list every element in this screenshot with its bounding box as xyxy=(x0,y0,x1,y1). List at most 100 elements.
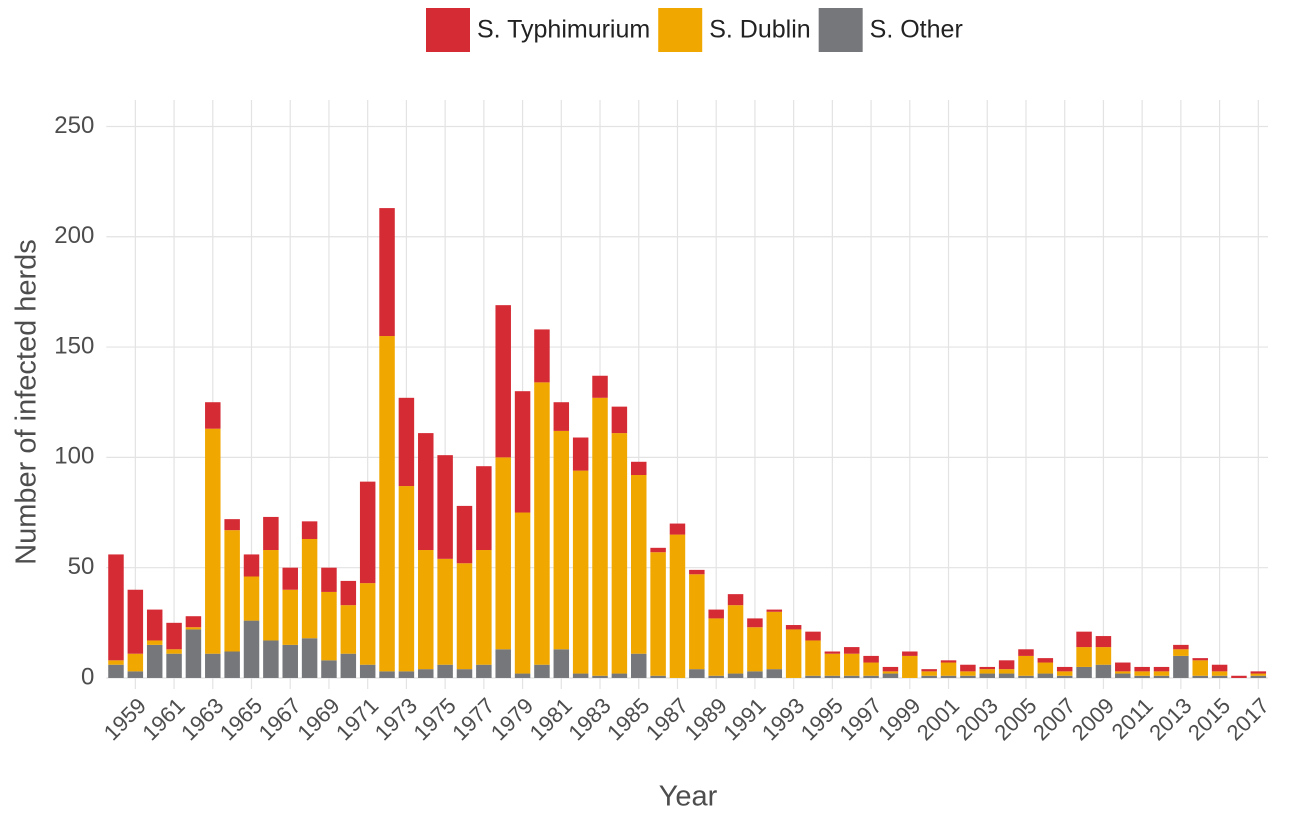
x-tick-label: 2003 xyxy=(951,693,1003,745)
x-tick-label: 2001 xyxy=(912,693,964,745)
x-tick-label: 2005 xyxy=(989,693,1041,745)
x-tick-label: 2011 xyxy=(1107,693,1158,744)
bar-segment xyxy=(205,428,221,654)
bar-segment xyxy=(553,649,570,678)
bar-segment xyxy=(785,629,802,678)
bar-segment xyxy=(359,583,376,665)
bar-segment xyxy=(1115,671,1131,674)
y-axis-title: Number of infected herds xyxy=(11,239,43,565)
bar-segment xyxy=(843,675,860,678)
bar-segment xyxy=(127,589,144,654)
x-tick-label: 1981 xyxy=(525,693,577,745)
bar-segment xyxy=(708,618,724,676)
bar-segment xyxy=(495,305,511,458)
bar-segment xyxy=(1211,664,1228,672)
x-tick-label: 1979 xyxy=(486,693,538,745)
bar-segment xyxy=(146,609,163,641)
legend-swatch xyxy=(818,8,863,52)
bar-segment xyxy=(1173,655,1189,678)
bar-segment xyxy=(127,671,144,678)
bar-segment xyxy=(301,521,318,539)
x-tick-label: 1965 xyxy=(215,693,267,745)
bar-segment xyxy=(379,336,395,672)
bar-segment xyxy=(998,660,1015,670)
x-tick-label: 1977 xyxy=(447,693,499,745)
bar-segment xyxy=(1134,675,1150,678)
bar-segment xyxy=(456,669,473,678)
bar-segment xyxy=(572,470,589,674)
bar-segment xyxy=(921,669,937,672)
bar-segment xyxy=(1153,671,1170,676)
bar-segment xyxy=(340,605,357,654)
bar-segment xyxy=(689,574,705,670)
bar-segment xyxy=(611,433,628,674)
bar-segment xyxy=(882,673,899,678)
bar-segment xyxy=(1192,675,1208,678)
bar-segment xyxy=(921,671,937,676)
bar-segment xyxy=(669,534,686,678)
bar-segment xyxy=(650,552,666,676)
bar-segment xyxy=(805,640,821,676)
bar-segment xyxy=(747,671,763,678)
x-tick-label: 1961 xyxy=(137,693,189,745)
bar-segment xyxy=(1211,675,1228,678)
x-tick-label: 1991 xyxy=(718,693,770,745)
bar-segment xyxy=(1250,675,1267,678)
bar-segment xyxy=(766,609,783,612)
bar-segment xyxy=(921,675,937,678)
bar-segment xyxy=(534,664,550,678)
bar-segment xyxy=(1173,649,1189,656)
bar-segment xyxy=(766,611,783,670)
bar-segment xyxy=(979,673,996,678)
x-tick-label: 1983 xyxy=(563,693,615,745)
bar-segment xyxy=(979,666,996,670)
x-tick-label: 1999 xyxy=(873,693,925,745)
bar-segment xyxy=(108,660,124,665)
bar-segment xyxy=(747,618,763,628)
bar-segment xyxy=(1134,666,1150,672)
bar-segment xyxy=(224,519,240,531)
x-tick-label: 1971 xyxy=(331,693,383,745)
x-tick-label: 1973 xyxy=(370,693,422,745)
bar-segment xyxy=(1037,673,1054,678)
bar-segment xyxy=(437,558,453,665)
bar-segment xyxy=(398,397,415,487)
bar-segment xyxy=(1018,649,1034,656)
x-axis-title: Year xyxy=(659,781,718,813)
bar-segment xyxy=(940,675,957,678)
bar-segment xyxy=(1095,636,1112,648)
bar-segment xyxy=(669,523,686,535)
bar-segment xyxy=(146,640,163,645)
x-tick-label: 1959 xyxy=(99,693,151,745)
bar-segment xyxy=(301,538,318,639)
x-tick-label: 2007 xyxy=(1028,693,1080,745)
bar-segment xyxy=(495,649,511,678)
bar-segment xyxy=(863,662,879,676)
bar-segment xyxy=(379,671,395,678)
bar-segment xyxy=(998,673,1015,678)
bar-segment xyxy=(108,554,124,661)
bar-segment xyxy=(863,655,879,663)
bar-segment xyxy=(1095,664,1112,678)
bar-segment xyxy=(185,627,202,630)
y-tick-label: 50 xyxy=(68,553,95,580)
bar-segment xyxy=(534,329,550,383)
bar-segment xyxy=(843,653,860,676)
bar-segment xyxy=(592,397,608,676)
bar-segment xyxy=(359,664,376,678)
bar-segment xyxy=(998,669,1015,674)
x-tick-label: 1995 xyxy=(796,693,848,745)
bar-segment xyxy=(824,651,841,654)
x-tick-label: 1969 xyxy=(292,693,344,745)
x-tick-label: 1967 xyxy=(254,693,306,745)
legend-label: S. Dublin xyxy=(709,16,810,44)
bar-segment xyxy=(960,671,976,676)
bar-segment xyxy=(224,530,240,652)
y-tick-label: 100 xyxy=(54,443,94,470)
bar-segment xyxy=(1134,671,1150,676)
bar-segment xyxy=(650,675,666,678)
bar-segment xyxy=(592,375,608,398)
bar-segment xyxy=(1231,675,1247,678)
bar-segment xyxy=(960,664,976,672)
